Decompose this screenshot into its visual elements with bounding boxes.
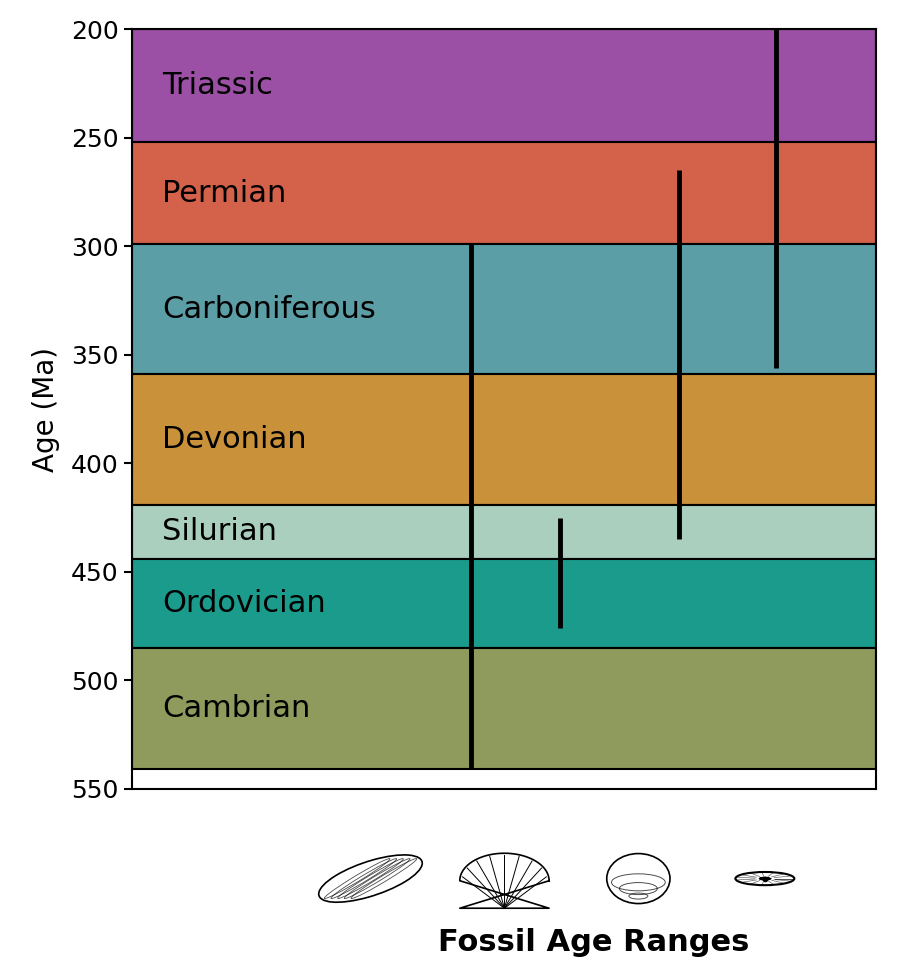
Text: Triassic: Triassic: [163, 72, 273, 100]
Text: Silurian: Silurian: [163, 517, 278, 546]
Y-axis label: Age (Ma): Age (Ma): [32, 347, 59, 471]
Text: Devonian: Devonian: [163, 425, 307, 454]
Text: Cambrian: Cambrian: [163, 694, 310, 723]
Text: Fossil Age Ranges: Fossil Age Ranges: [438, 928, 750, 956]
Bar: [132, 374, 876, 505]
Bar: [132, 142, 876, 244]
Text: Carboniferous: Carboniferous: [163, 295, 376, 323]
Bar: [132, 244, 876, 374]
Bar: [132, 505, 876, 559]
Bar: [132, 648, 876, 769]
Text: Permian: Permian: [163, 178, 287, 208]
Bar: [132, 29, 876, 142]
Bar: [132, 559, 876, 648]
Text: Ordovician: Ordovician: [163, 589, 326, 617]
